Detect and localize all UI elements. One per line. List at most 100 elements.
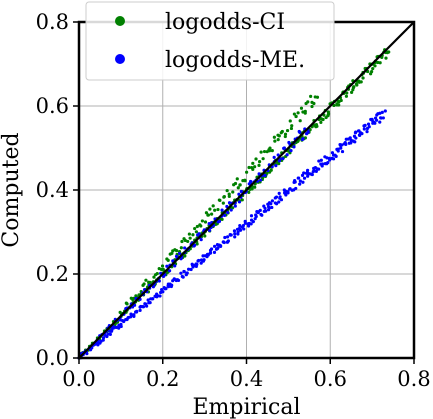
data-point-me bbox=[301, 137, 305, 141]
data-point-ci bbox=[203, 234, 207, 238]
data-point-ci bbox=[251, 167, 255, 171]
data-point-me bbox=[344, 142, 348, 146]
legend-box bbox=[85, 1, 335, 81]
data-point-me bbox=[378, 120, 382, 124]
data-point-me bbox=[202, 258, 206, 262]
data-point-me bbox=[277, 191, 281, 195]
data-point-me bbox=[274, 164, 278, 168]
data-point-ci bbox=[309, 94, 313, 98]
data-point-ci bbox=[180, 239, 184, 244]
data-point-me bbox=[126, 316, 130, 320]
data-point-me bbox=[330, 151, 335, 155]
data-point-ci bbox=[296, 111, 300, 115]
data-point-ci bbox=[183, 254, 187, 258]
data-point-ci bbox=[118, 310, 122, 314]
data-point-me bbox=[260, 213, 264, 217]
data-point-ci bbox=[339, 98, 343, 103]
data-point-me bbox=[328, 158, 332, 162]
data-point-ci bbox=[257, 163, 261, 167]
legend: logodds-CI logodds-ME. bbox=[85, 1, 335, 81]
data-point-me bbox=[278, 195, 282, 199]
data-point-me bbox=[297, 129, 301, 134]
data-point-me bbox=[292, 145, 296, 149]
data-point-ci bbox=[253, 185, 257, 189]
data-point-me bbox=[207, 222, 211, 226]
data-point-ci bbox=[195, 224, 199, 229]
x-tick-label: 0.8 bbox=[397, 367, 430, 391]
data-point-me bbox=[146, 298, 150, 302]
data-point-me bbox=[217, 219, 222, 223]
data-point-me bbox=[185, 271, 189, 275]
data-point-ci bbox=[194, 230, 199, 234]
data-point-ci bbox=[179, 246, 183, 250]
data-point-ci bbox=[378, 61, 382, 65]
data-point-me bbox=[293, 180, 297, 184]
data-point-me bbox=[212, 250, 217, 254]
data-point-me bbox=[236, 232, 240, 236]
data-point-me bbox=[258, 208, 262, 212]
data-point-me bbox=[274, 202, 279, 206]
data-point-ci bbox=[216, 207, 220, 212]
data-point-ci bbox=[152, 275, 156, 279]
data-point-ci bbox=[187, 232, 191, 236]
data-point-ci bbox=[220, 217, 224, 221]
data-point-ci bbox=[203, 220, 208, 224]
data-point-me bbox=[155, 294, 160, 298]
data-point-ci bbox=[254, 157, 258, 161]
data-point-me bbox=[238, 224, 242, 228]
data-point-ci bbox=[345, 91, 349, 95]
data-point-me bbox=[226, 239, 230, 243]
y-tick-label: 0.6 bbox=[36, 94, 69, 118]
data-point-ci bbox=[359, 80, 363, 84]
data-point-me bbox=[168, 269, 172, 273]
data-point-me bbox=[243, 219, 247, 223]
data-point-me bbox=[173, 264, 177, 268]
data-point-ci bbox=[221, 201, 225, 205]
data-point-ci bbox=[351, 88, 355, 92]
data-point-me bbox=[354, 136, 358, 140]
data-point-me bbox=[101, 338, 105, 342]
data-point-ci bbox=[206, 213, 211, 217]
data-point-ci bbox=[238, 183, 242, 187]
data-point-me bbox=[215, 246, 220, 251]
data-point-me bbox=[298, 179, 302, 183]
data-point-me bbox=[223, 235, 227, 240]
data-point-ci bbox=[155, 272, 159, 276]
data-point-me bbox=[158, 294, 162, 298]
data-point-me bbox=[314, 169, 318, 173]
x-tick-label: 0.6 bbox=[314, 367, 347, 391]
data-point-me bbox=[286, 191, 290, 195]
data-point-me bbox=[270, 205, 274, 210]
data-point-me bbox=[354, 130, 358, 134]
data-point-ci bbox=[148, 280, 152, 285]
data-point-me bbox=[348, 136, 352, 140]
data-point-me bbox=[340, 143, 344, 147]
data-point-me bbox=[380, 110, 384, 114]
data-point-me bbox=[269, 202, 273, 206]
data-point-me bbox=[297, 176, 301, 180]
data-point-me bbox=[340, 149, 345, 154]
data-point-me bbox=[362, 127, 366, 131]
data-point-me bbox=[108, 332, 112, 336]
data-point-ci bbox=[233, 181, 238, 186]
data-point-ci bbox=[370, 70, 374, 74]
data-point-ci bbox=[298, 119, 302, 123]
data-point-me bbox=[209, 247, 214, 251]
data-point-me bbox=[254, 214, 258, 219]
data-point-ci bbox=[188, 236, 192, 240]
data-point-me bbox=[221, 240, 225, 244]
data-point-ci bbox=[161, 267, 165, 271]
data-point-ci bbox=[247, 190, 251, 195]
data-point-me bbox=[367, 125, 371, 129]
data-point-ci bbox=[288, 119, 292, 123]
data-point-me bbox=[383, 109, 387, 113]
data-point-me bbox=[163, 287, 167, 291]
data-point-me bbox=[249, 214, 254, 218]
y-tick-label: 0.0 bbox=[36, 346, 69, 370]
data-point-me bbox=[249, 222, 253, 226]
legend-label-ci: logodds-CI bbox=[165, 10, 285, 35]
data-point-ci bbox=[350, 90, 354, 94]
data-point-me bbox=[145, 304, 149, 308]
data-point-ci bbox=[250, 187, 254, 191]
data-point-me bbox=[105, 334, 109, 338]
